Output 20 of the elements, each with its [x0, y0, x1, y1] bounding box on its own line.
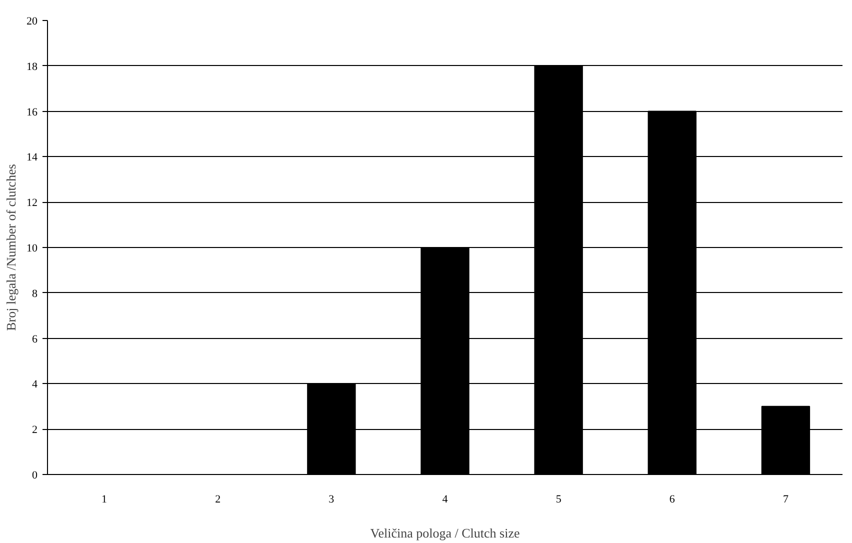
- y-tick-label: 8: [32, 288, 38, 300]
- y-tick-label: 2: [32, 424, 38, 436]
- x-tick-label: 6: [669, 494, 676, 506]
- y-tick-label: 12: [26, 197, 38, 210]
- x-axis-title: Veličina pologa / Clutch size: [370, 526, 520, 540]
- y-tick-label: 20: [26, 16, 38, 28]
- y-tick-label: 4: [32, 378, 38, 391]
- x-tick-label: 5: [556, 494, 562, 506]
- x-tick-label: 1: [102, 494, 108, 506]
- y-tick-label: 14: [26, 152, 38, 164]
- x-tick-label: 3: [328, 494, 335, 506]
- y-tick-label: 18: [26, 60, 38, 73]
- x-tick-label: 2: [215, 494, 221, 506]
- y-axis-title: Broj legala /Number of clutches: [4, 164, 18, 331]
- y-tick-label: 16: [26, 106, 38, 118]
- y-tick-label: 0: [32, 470, 38, 482]
- y-tick-label: 10: [26, 242, 38, 254]
- x-tick-label: 4: [442, 494, 448, 506]
- y-tick-label: 6: [32, 333, 38, 346]
- x-tick-label: 7: [782, 494, 789, 506]
